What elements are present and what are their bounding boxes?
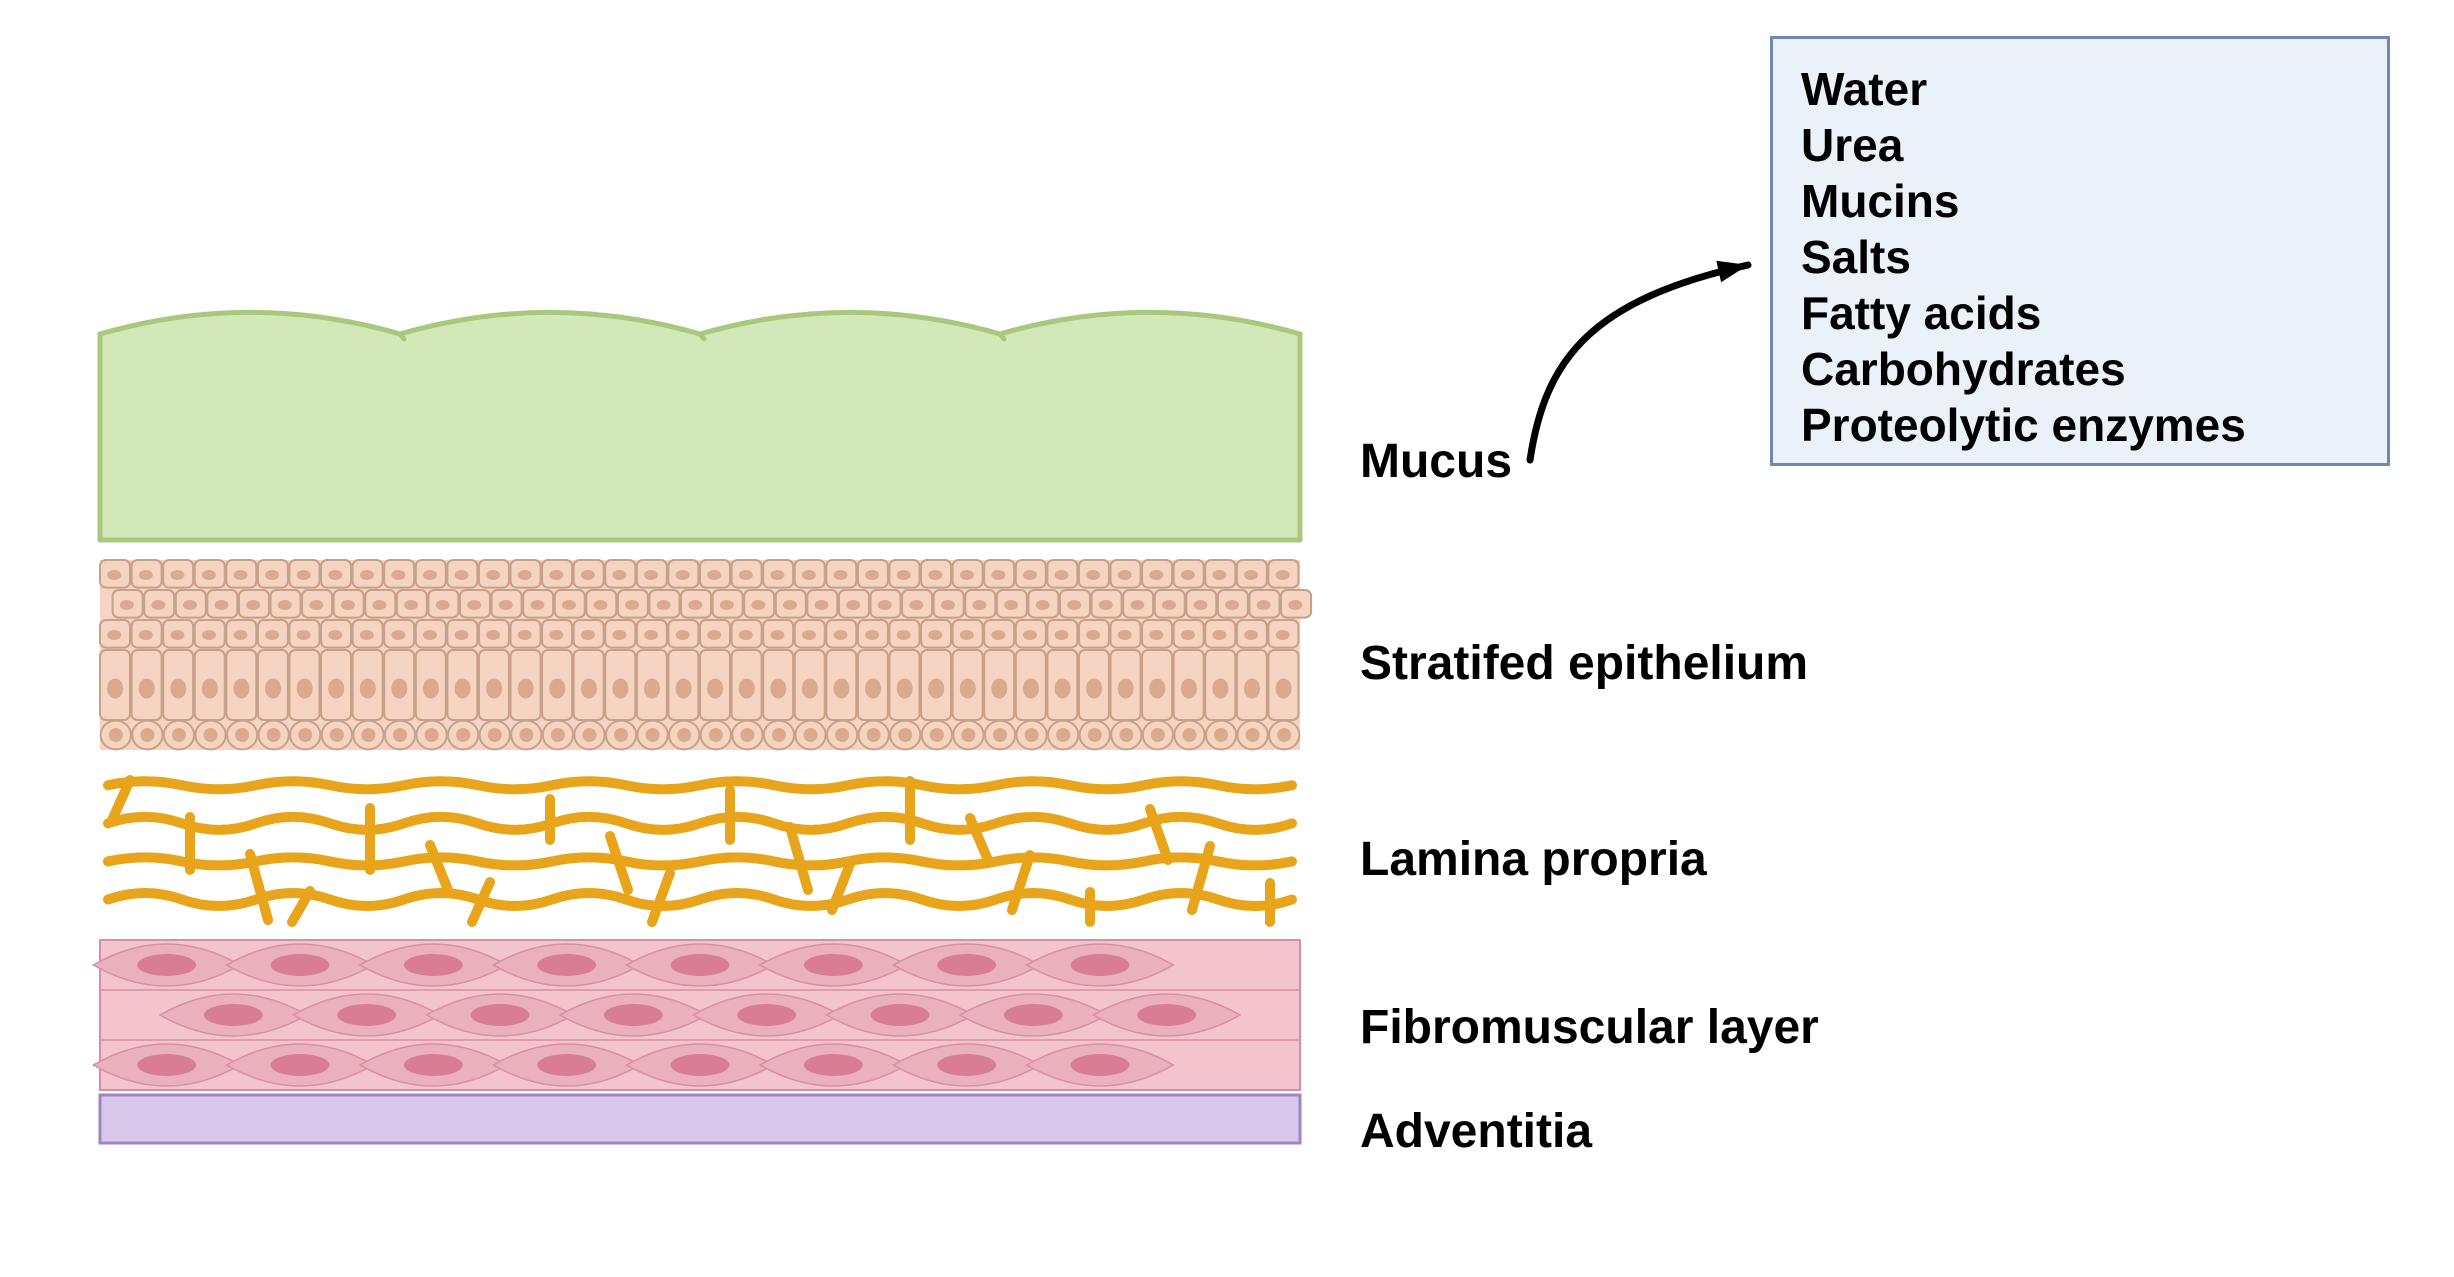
mucus-component-item: Urea: [1801, 117, 2359, 173]
stratified-epithelium-layer: [100, 560, 1311, 750]
mucus-component-item: Mucins: [1801, 173, 2359, 229]
mucus-component-item: Proteolytic enzymes: [1801, 397, 2359, 453]
mucus-component-item: Carbohydrates: [1801, 341, 2359, 397]
adventitia-layer: [100, 1095, 1300, 1143]
mucus-component-item: Water: [1801, 61, 2359, 117]
mucus-arrow: [1530, 261, 1748, 460]
mucus-component-item: Fatty acids: [1801, 285, 2359, 341]
fibromuscular-layer: [93, 940, 1300, 1090]
mucus-components-box: WaterUreaMucinsSaltsFatty acidsCarbohydr…: [1770, 36, 2390, 466]
mucus-component-item: Salts: [1801, 229, 2359, 285]
lamina-label: Lamina propria: [1360, 832, 1707, 887]
lamina-propria-layer: [108, 780, 1292, 922]
mucus-layer: [100, 312, 1300, 540]
mucus-label: Mucus: [1360, 434, 1512, 489]
adventitia-label: Adventitia: [1360, 1104, 1592, 1159]
epithelium-label: Stratifed epithelium: [1360, 636, 1808, 691]
fibromuscular-label: Fibromuscular layer: [1360, 1000, 1819, 1055]
